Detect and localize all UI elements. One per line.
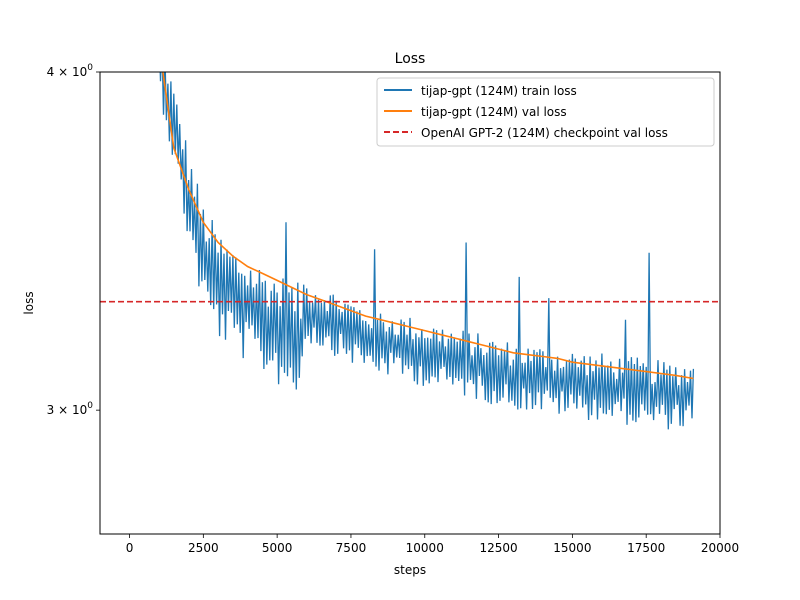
x-tick-label: 0 xyxy=(126,541,134,555)
y-axis-label: loss xyxy=(22,291,36,314)
plot-frame xyxy=(99,71,721,535)
y-tick-label: 3 × 100 xyxy=(47,401,94,417)
x-tick-label: 17500 xyxy=(627,541,665,555)
x-tick-label: 10000 xyxy=(406,541,444,555)
y-tick-label: 4 × 100 xyxy=(47,63,94,79)
legend: tijap-gpt (124M) train loss tijap-gpt (1… xyxy=(376,77,715,147)
legend-label-val: tijap-gpt (124M) val loss xyxy=(421,105,567,119)
plot-area xyxy=(100,72,720,430)
train-loss-line xyxy=(159,72,695,430)
x-tick-label: 20000 xyxy=(701,541,739,555)
legend-label-train: tijap-gpt (124M) train loss xyxy=(421,84,577,98)
chart-title: Loss xyxy=(395,51,426,67)
x-tick-label: 2500 xyxy=(188,541,219,555)
y-axis: 4 × 100 3 × 100 xyxy=(47,63,100,417)
legend-label-checkpoint: OpenAI GPT-2 (124M) checkpoint val loss xyxy=(421,126,668,140)
x-tick-label: 7500 xyxy=(336,541,367,555)
x-axis-label: steps xyxy=(394,563,426,577)
x-tick-label: 5000 xyxy=(262,541,293,555)
legend-frame xyxy=(376,77,715,147)
x-tick-label: 12500 xyxy=(479,541,517,555)
val-loss-line xyxy=(162,72,694,380)
x-tick-label: 15000 xyxy=(553,541,591,555)
x-axis: 0 2500 5000 7500 10000 12500 15000 17500 20000 xyxy=(126,534,739,555)
